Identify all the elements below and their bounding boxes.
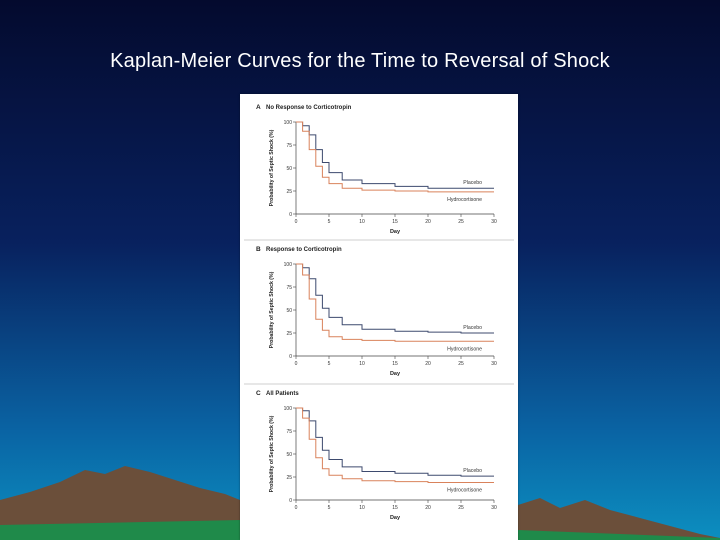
mountain-right	[518, 498, 720, 540]
grass-left	[0, 520, 240, 540]
y-tick-label: 50	[286, 308, 292, 314]
y-tick-label: 25	[286, 331, 292, 337]
hydrocortisone-curve	[296, 407, 494, 483]
hydrocortisone-curve-label: Hydrocortisone	[447, 346, 482, 352]
y-tick-label: 75	[286, 429, 292, 435]
x-tick-label: 0	[295, 361, 298, 367]
y-tick-label: 50	[286, 452, 292, 458]
km-figure: A No Response to Corticotropin 0 25 50 75 100 0…	[240, 94, 518, 540]
hydrocortisone-curve-label: Hydrocortisone	[447, 488, 482, 494]
y-axis-label: Probability of Septic Shock (%)	[269, 129, 275, 206]
x-tick-label: 30	[491, 505, 497, 511]
x-tick-label: 20	[425, 361, 431, 367]
x-tick-label: 5	[328, 219, 331, 225]
placebo-curve	[296, 263, 494, 334]
placebo-curve	[296, 407, 494, 477]
x-tick-label: 20	[425, 505, 431, 511]
x-tick-label: 15	[392, 219, 398, 225]
hydrocortisone-curve	[296, 121, 494, 193]
slide-title: Kaplan-Meier Curves for the Time to Reve…	[110, 50, 610, 72]
x-tick-label: 20	[425, 219, 431, 225]
y-tick-label: 0	[289, 212, 292, 218]
panel-letter: B	[256, 246, 261, 253]
y-tick-label: 100	[284, 120, 293, 126]
panel-letter: A	[256, 104, 261, 111]
x-tick-label: 15	[392, 361, 398, 367]
placebo-curve	[296, 121, 494, 189]
y-tick-label: 25	[286, 189, 292, 195]
x-tick-label: 10	[359, 219, 365, 225]
x-axis-label: Day	[390, 515, 401, 521]
y-axis-label: Probability of Septic Shock (%)	[269, 271, 275, 348]
x-tick-label: 0	[295, 219, 298, 225]
y-tick-label: 75	[286, 143, 292, 149]
panel-title: All Patients	[266, 391, 299, 397]
x-tick-label: 15	[392, 505, 398, 511]
x-tick-label: 25	[458, 361, 464, 367]
y-tick-label: 25	[286, 475, 292, 481]
hydrocortisone-curve	[296, 263, 494, 342]
panel-letter: C	[256, 390, 261, 397]
x-tick-label: 30	[491, 219, 497, 225]
x-axis-label: Day	[390, 229, 401, 235]
placebo-curve-label: Placebo	[463, 180, 482, 186]
y-tick-label: 0	[289, 354, 292, 360]
panel-title: No Response to Corticotropin	[266, 105, 352, 111]
y-tick-label: 50	[286, 166, 292, 172]
x-tick-label: 5	[328, 505, 331, 511]
x-tick-label: 5	[328, 361, 331, 367]
x-axis-label: Day	[390, 371, 401, 377]
y-axis-label: Probability of Septic Shock (%)	[269, 415, 275, 492]
grass-right	[518, 530, 720, 540]
panel-title: Response to Corticotropin	[266, 247, 342, 253]
km-curves-svg: A No Response to Corticotropin02550751000…	[244, 104, 514, 521]
x-tick-label: 25	[458, 219, 464, 225]
placebo-curve-label: Placebo	[463, 468, 482, 474]
hydrocortisone-curve-label: Hydrocortisone	[447, 197, 482, 203]
y-tick-label: 75	[286, 285, 292, 291]
y-tick-label: 100	[284, 406, 293, 412]
x-tick-label: 30	[491, 361, 497, 367]
x-tick-label: 10	[359, 361, 365, 367]
y-tick-label: 100	[284, 262, 293, 268]
placebo-curve-label: Placebo	[463, 325, 482, 331]
x-tick-label: 25	[458, 505, 464, 511]
x-tick-label: 10	[359, 505, 365, 511]
x-tick-label: 0	[295, 505, 298, 511]
y-tick-label: 0	[289, 498, 292, 504]
